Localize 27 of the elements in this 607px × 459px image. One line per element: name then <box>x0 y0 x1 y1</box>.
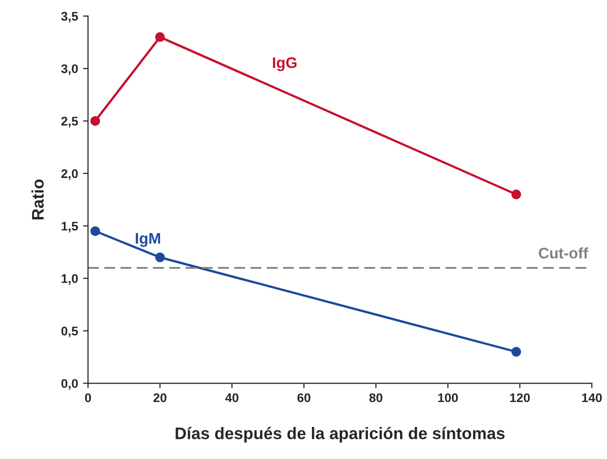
series-label: IgM <box>136 233 160 247</box>
ref-line-label: Cut-off <box>538 247 588 259</box>
point <box>511 190 522 200</box>
y-tick-label: 0,0 <box>61 379 78 390</box>
point <box>155 252 165 262</box>
point <box>90 226 100 236</box>
point <box>155 32 165 42</box>
series-label: IgG <box>272 57 296 72</box>
x-tick-label: 40 <box>225 393 238 402</box>
x-axis-title: Días después de la aparición de síntomas <box>176 426 505 443</box>
y-tick-label: 2,5 <box>61 116 78 128</box>
y-tick-label: 3,0 <box>61 64 78 75</box>
y-tick-label: 3,5 <box>61 12 78 23</box>
x-tick-label: 60 <box>297 393 310 402</box>
x-tick-label: 80 <box>369 393 382 402</box>
x-tick-label: 0 <box>85 393 91 402</box>
x-tick-label: 20 <box>153 393 166 402</box>
y-tick-label: 0,5 <box>61 326 78 338</box>
point <box>511 346 522 357</box>
y-tick-label: 1,0 <box>62 274 78 285</box>
y-tick-label: 1,5 <box>62 222 78 232</box>
y-tick-label: 2,0 <box>61 169 78 180</box>
point <box>90 116 100 126</box>
x-tick-label: 140 <box>582 393 602 402</box>
x-tick-label: 120 <box>510 393 530 402</box>
x-tick-label: 100 <box>438 393 458 402</box>
y-axis-title: Ratio <box>31 179 44 220</box>
